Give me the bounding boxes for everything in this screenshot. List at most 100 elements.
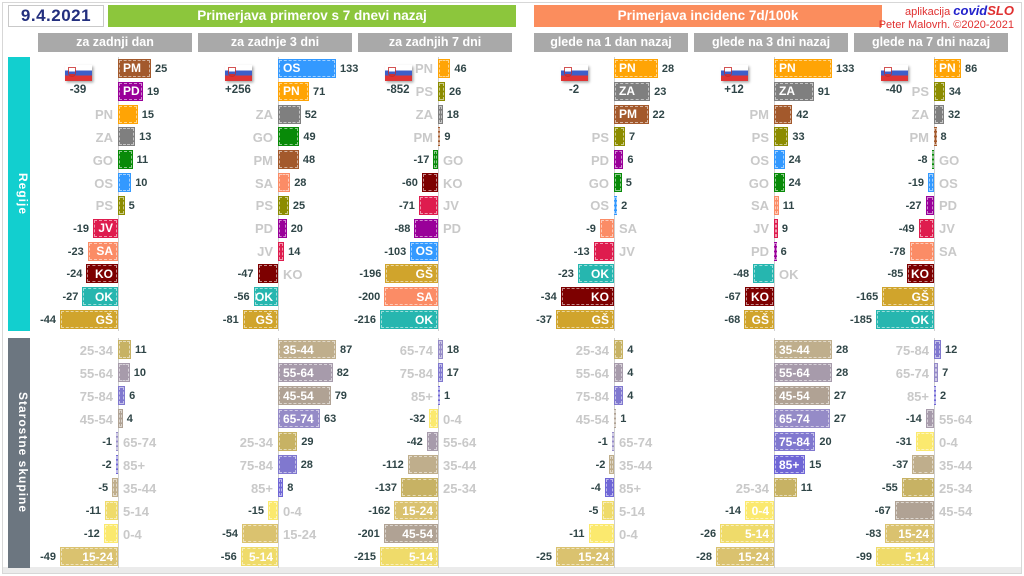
region-bar xyxy=(599,218,614,238)
bar-value: 46 xyxy=(454,62,467,75)
bar-value: 10 xyxy=(135,177,148,190)
bar-value: -2 xyxy=(595,459,606,471)
bottom-strip xyxy=(3,567,1021,573)
bar-label: 85+ xyxy=(619,480,642,496)
region-bar xyxy=(438,104,443,124)
age-bar xyxy=(438,386,440,405)
age-bar xyxy=(426,432,438,451)
age-bar xyxy=(774,363,832,382)
bar-label: SA xyxy=(254,175,273,191)
bar-label: KO xyxy=(591,289,609,304)
bar-value: 24 xyxy=(788,177,801,190)
bar-label: 15-24 xyxy=(898,526,929,541)
bar-label: 75-84 xyxy=(575,388,609,404)
zero-axis xyxy=(278,338,279,568)
bar-label: ZA xyxy=(779,84,795,99)
bar-label: PS xyxy=(751,129,769,145)
bar-value: 27 xyxy=(833,390,847,402)
national-total-block: -852 xyxy=(374,65,422,96)
bar-label: 0-4 xyxy=(283,503,302,519)
bar-label: 85+ xyxy=(906,388,929,404)
bar-value: -83 xyxy=(865,528,882,540)
bar-label: GŠ xyxy=(751,312,769,327)
region-chart: 86 PN 34 PS 32 ZA 8 PM -8 GO -19 OS -27 PD -49 JV -78 SA -… xyxy=(850,57,1008,331)
region-bar xyxy=(433,150,438,170)
age-bar xyxy=(278,478,284,497)
age-bar xyxy=(394,501,438,520)
bar-value: 71 xyxy=(313,85,326,98)
bar-value: 87 xyxy=(340,344,353,356)
age-bar xyxy=(278,363,333,382)
bar-label: GO xyxy=(748,175,769,191)
region-bar xyxy=(242,310,278,330)
bar-value: -27 xyxy=(62,291,79,304)
bar-label: PN xyxy=(283,84,300,99)
bar-label: 55-64 xyxy=(779,365,810,380)
bar-label: 35-44 xyxy=(123,480,157,496)
bar-value: -48 xyxy=(733,268,750,281)
national-total-value: -852 xyxy=(386,84,410,96)
region-bar xyxy=(744,310,774,330)
bar-value: 1 xyxy=(444,390,451,402)
bar-label: PS xyxy=(415,84,433,100)
bar-value: -49 xyxy=(40,551,56,563)
region-bar xyxy=(560,287,614,307)
bar-value: 6 xyxy=(627,154,634,167)
period-header-vs-1-day: glede na 1 dan nazaj xyxy=(534,33,688,52)
bar-value: 18 xyxy=(446,108,460,121)
bar-value: 28 xyxy=(300,459,313,471)
region-chart: 133 OS 71 PN 52 ZA 49 GO 48 PM 28 SA 25 PS 20 PD 14 JV -47… xyxy=(198,57,358,331)
bar-value: -196 xyxy=(359,268,382,281)
region-chart: 28 PN 23 ZA 22 PM 7 PS 6 PD 5 GO 2 OS -9 SA -13 JV -23 OK -3… xyxy=(534,57,688,331)
bar-label: 25-34 xyxy=(443,480,477,496)
age-bar xyxy=(901,478,934,497)
bar-value: -24 xyxy=(66,268,83,281)
bar-value: -27 xyxy=(905,199,922,212)
region-bar xyxy=(118,58,151,78)
bar-label: 65-74 xyxy=(895,365,929,381)
region-bar xyxy=(385,264,438,284)
age-bar xyxy=(894,501,934,520)
bar-label: 5-14 xyxy=(904,549,929,564)
bar-value: -4 xyxy=(590,482,601,494)
bar-value: -103 xyxy=(384,245,407,258)
bar-value: -56 xyxy=(220,551,237,563)
bar-value: -25 xyxy=(536,551,552,563)
bar-value: 26 xyxy=(449,85,462,98)
bar-value: -68 xyxy=(724,314,741,327)
bar-label: GO xyxy=(588,175,609,191)
bar-label: PM xyxy=(253,152,274,168)
region-bar xyxy=(928,173,934,193)
bar-label: SA xyxy=(416,289,433,304)
bar-label: 0-4 xyxy=(939,434,958,450)
age-bar xyxy=(774,340,832,359)
bar-value: 20 xyxy=(819,436,832,448)
age-bar xyxy=(912,455,934,474)
bar-value: -71 xyxy=(399,199,415,212)
bar-label: 25-34 xyxy=(735,480,769,496)
bar-label: KO xyxy=(443,175,463,191)
bar-label: OK xyxy=(591,266,609,281)
bar-value: -37 xyxy=(892,459,909,471)
age-chart: 11 25-34 10 55-64 6 75-84 4 45-54 -1 65-74 -2 85+ -5… xyxy=(38,338,192,568)
author-credit: Peter Malovrh. ©2020-2021 xyxy=(878,19,1014,31)
region-bar xyxy=(278,104,301,124)
bar-value: 15 xyxy=(141,108,155,121)
bar-label: 55-64 xyxy=(79,365,113,381)
bar-label: OK xyxy=(95,289,113,304)
bar-value: -99 xyxy=(856,551,872,563)
slovenia-flag-icon xyxy=(880,65,908,81)
bar-label: OS xyxy=(590,198,609,214)
bar-label: ZA xyxy=(255,107,273,123)
bar-value: 28 xyxy=(836,344,849,356)
bar-value: -19 xyxy=(908,177,924,190)
region-bar xyxy=(882,287,934,307)
bar-label: GO xyxy=(252,129,273,145)
region-bar xyxy=(278,195,289,215)
zero-axis xyxy=(934,338,935,568)
bar-value: -28 xyxy=(696,551,712,563)
bar-label: JV xyxy=(257,244,273,260)
bar-label: 45-54 xyxy=(575,411,609,427)
bar-value: 4 xyxy=(627,390,634,402)
region-bar xyxy=(918,218,934,238)
